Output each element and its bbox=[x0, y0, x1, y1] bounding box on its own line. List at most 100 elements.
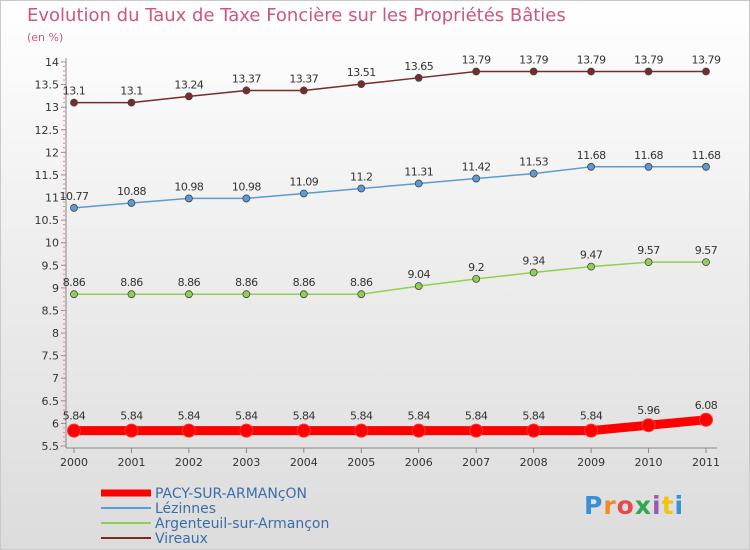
x-tick-label: 2011 bbox=[692, 456, 720, 469]
data-point bbox=[411, 423, 426, 438]
data-point bbox=[587, 162, 595, 171]
legend-label: Vireaux bbox=[155, 531, 208, 547]
data-label: 5.84 bbox=[120, 410, 143, 423]
data-point bbox=[70, 290, 78, 299]
x-tick-label: 2000 bbox=[60, 456, 88, 469]
proxiti-logo: Proxiti bbox=[584, 491, 684, 520]
data-label: 5.84 bbox=[465, 410, 488, 423]
data-label: 5.84 bbox=[350, 410, 373, 423]
data-label: 9.47 bbox=[580, 249, 603, 262]
data-label: 11.09 bbox=[289, 175, 318, 188]
legend-label: Argenteuil-sur-Armançon bbox=[155, 516, 329, 532]
logo-letter: i bbox=[674, 491, 685, 520]
data-point bbox=[299, 290, 308, 299]
data-label: 9.34 bbox=[522, 255, 545, 268]
data-point bbox=[702, 258, 710, 267]
x-tick-label: 2006 bbox=[405, 456, 433, 469]
data-label: 11.2 bbox=[350, 170, 373, 183]
logo-letter: r bbox=[603, 491, 617, 520]
x-tick-label: 2009 bbox=[577, 456, 605, 469]
data-label: 13.37 bbox=[232, 72, 261, 85]
data-point bbox=[67, 423, 81, 438]
data-point bbox=[239, 423, 254, 438]
data-point bbox=[242, 290, 251, 299]
data-label: 5.84 bbox=[580, 410, 603, 423]
data-point bbox=[357, 184, 366, 193]
data-point bbox=[529, 268, 538, 277]
data-label: 11.68 bbox=[692, 149, 721, 162]
data-point bbox=[472, 67, 481, 76]
y-tick-label: 10.5 bbox=[35, 214, 60, 227]
y-tick-label: 8.5 bbox=[42, 304, 60, 317]
data-point bbox=[644, 67, 653, 76]
data-point bbox=[587, 262, 595, 271]
y-tick-label: 11 bbox=[45, 192, 59, 205]
series-line bbox=[73, 166, 707, 209]
x-tick-label: 2007 bbox=[462, 456, 490, 469]
data-label: 9.57 bbox=[695, 244, 718, 257]
y-tick-label: 14 bbox=[45, 56, 59, 69]
series-line bbox=[73, 70, 707, 104]
data-point bbox=[124, 423, 139, 438]
data-label: 13.51 bbox=[347, 66, 376, 79]
data-point bbox=[185, 290, 193, 299]
data-label: 13.79 bbox=[462, 53, 491, 66]
data-point bbox=[529, 67, 538, 76]
data-point bbox=[357, 290, 366, 299]
data-label: 5.84 bbox=[235, 410, 258, 423]
data-point bbox=[127, 98, 136, 107]
data-label: 8.86 bbox=[235, 276, 258, 289]
data-label: 5.84 bbox=[178, 410, 201, 423]
data-point bbox=[526, 423, 541, 438]
data-point bbox=[472, 274, 481, 283]
data-point bbox=[127, 199, 136, 207]
data-point bbox=[644, 258, 653, 267]
legend-label: PACY-SUR-ARMANçON bbox=[155, 486, 307, 502]
data-label: 13.1 bbox=[120, 85, 143, 98]
data-label: 13.79 bbox=[692, 53, 721, 66]
legend-label: Lézinnes bbox=[155, 501, 216, 517]
data-point bbox=[354, 423, 369, 438]
data-point bbox=[529, 169, 538, 178]
y-tick-label: 6.5 bbox=[42, 395, 60, 408]
data-label: 13.24 bbox=[174, 78, 203, 91]
y-tick-label: 13.5 bbox=[35, 79, 60, 92]
data-label: 10.77 bbox=[60, 190, 89, 203]
data-label: 8.86 bbox=[120, 276, 143, 289]
data-label: 13.79 bbox=[519, 53, 548, 66]
data-label: 9.04 bbox=[407, 268, 430, 281]
logo-letter: P bbox=[584, 491, 604, 520]
data-label: 10.98 bbox=[232, 180, 261, 193]
data-label: 8.86 bbox=[350, 276, 373, 289]
x-tick-label: 2008 bbox=[520, 456, 548, 469]
data-point bbox=[185, 92, 193, 101]
series-line bbox=[69, 415, 711, 436]
logo-letter: o bbox=[616, 491, 635, 520]
y-tick-label: 9 bbox=[52, 282, 59, 295]
data-label: 9.2 bbox=[468, 261, 484, 274]
data-point bbox=[242, 86, 251, 95]
data-point bbox=[299, 189, 308, 198]
data-label: 5.96 bbox=[637, 404, 660, 417]
data-label: 10.88 bbox=[117, 185, 146, 198]
data-label: 8.86 bbox=[293, 276, 316, 289]
x-tick-label: 2001 bbox=[117, 456, 145, 469]
data-point bbox=[299, 86, 308, 95]
logo-letter: t bbox=[661, 491, 675, 520]
data-point bbox=[414, 282, 423, 290]
data-label: 8.86 bbox=[63, 276, 86, 289]
y-tick-label: 5.5 bbox=[42, 440, 60, 453]
data-point bbox=[185, 194, 193, 203]
y-tick-label: 7.5 bbox=[42, 350, 60, 363]
y-tick-label: 6 bbox=[52, 417, 59, 430]
data-point bbox=[641, 418, 656, 433]
data-point bbox=[472, 174, 481, 183]
data-point bbox=[242, 194, 251, 203]
data-point bbox=[127, 290, 136, 299]
x-tick-label: 2002 bbox=[175, 456, 203, 469]
x-tick-label: 2004 bbox=[290, 456, 318, 469]
data-label: 11.31 bbox=[404, 166, 433, 179]
y-tick-label: 12.5 bbox=[35, 124, 60, 137]
